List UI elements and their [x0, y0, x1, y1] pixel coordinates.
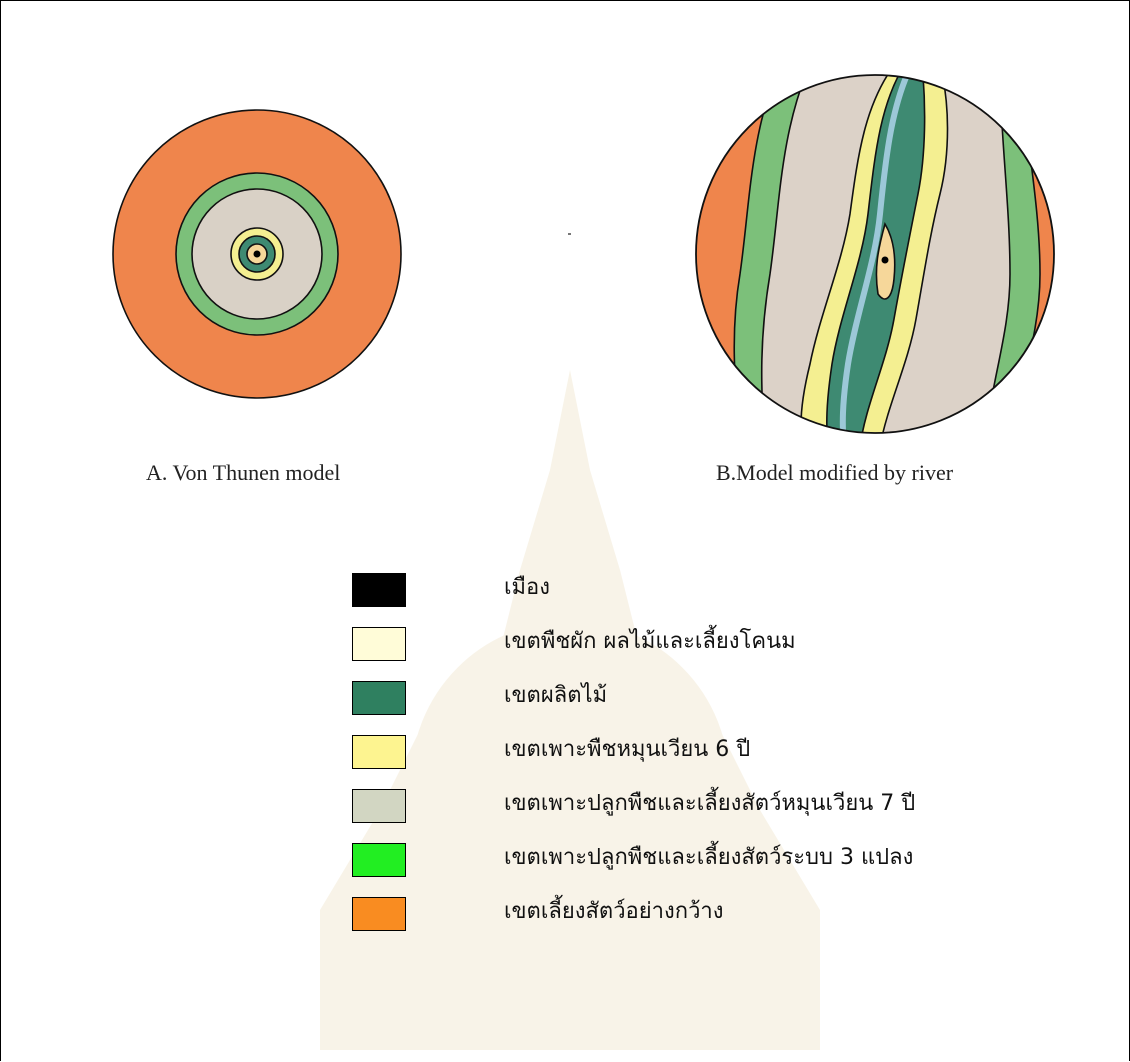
legend-swatch — [352, 897, 406, 931]
legend-label: เขตพืชผัก ผลไม้และเลี้ยงโคนม — [504, 629, 796, 654]
stray-mark — [568, 233, 571, 235]
legend-label: เมือง — [504, 575, 550, 600]
city-dot — [253, 250, 261, 258]
river-model-diagram — [695, 74, 1055, 434]
legend-label: เขตเพาะพืชหมุนเวียน 6 ปี — [504, 737, 751, 762]
legend-label: เขตผลิตไม้ — [504, 683, 608, 708]
legend-item-ranching: เขตเลี้ยงสัตว์อย่างกว้าง — [352, 889, 1072, 943]
legend-item-forestry: เขตผลิตไม้ — [352, 673, 1072, 727]
legend-swatch — [352, 573, 406, 607]
legend-swatch — [352, 789, 406, 823]
legend-swatch — [352, 735, 406, 769]
legend-swatch — [352, 843, 406, 877]
legend: เมือง เขตพืชผัก ผลไม้และเลี้ยงโคนม เขตผล… — [352, 565, 1072, 943]
river-line — [839, 75, 915, 433]
legend-swatch — [352, 627, 406, 661]
legend-item-seven-year-rotation: เขตเพาะปลูกพืชและเลี้ยงสัตว์หมุนเวียน 7 … — [352, 781, 1072, 835]
caption-model-b: B.Model modified by river — [716, 460, 954, 485]
legend-swatch — [352, 681, 406, 715]
river-model-outline — [695, 74, 1055, 434]
caption-model-a: A. Von Thunen model — [146, 460, 341, 485]
legend-item-vegetables-dairy: เขตพืชผัก ผลไม้และเลี้ยงโคนม — [352, 619, 1072, 673]
city-dot — [881, 256, 889, 264]
watermark-seal — [320, 370, 820, 1050]
legend-item-city: เมือง — [352, 565, 1072, 619]
von-thunen-diagram — [112, 109, 402, 399]
legend-label: เขตเพาะปลูกพืชและเลี้ยงสัตว์ระบบ 3 แปลง — [504, 845, 914, 870]
legend-item-six-year-rotation: เขตเพาะพืชหมุนเวียน 6 ปี — [352, 727, 1072, 781]
legend-item-three-field: เขตเพาะปลูกพืชและเลี้ยงสัตว์ระบบ 3 แปลง — [352, 835, 1072, 889]
legend-label: เขตเลี้ยงสัตว์อย่างกว้าง — [504, 899, 724, 924]
legend-label: เขตเพาะปลูกพืชและเลี้ยงสัตว์หมุนเวียน 7 … — [504, 791, 916, 816]
